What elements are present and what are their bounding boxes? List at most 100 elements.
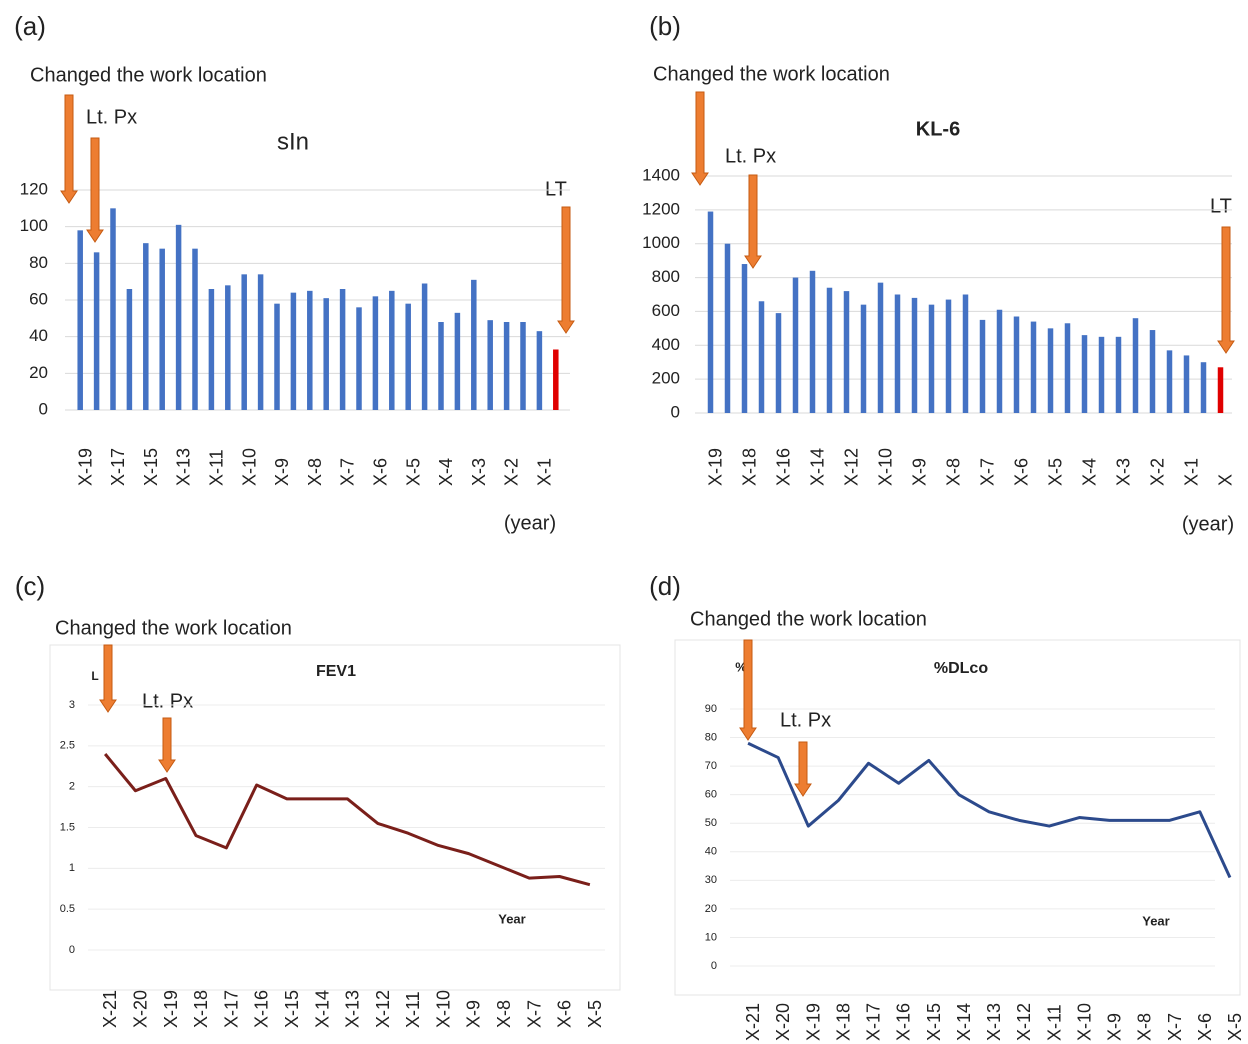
y-tick-label: 60 — [29, 289, 48, 308]
bar — [1081, 335, 1088, 413]
bar — [1217, 367, 1224, 413]
y-tick-label: 20 — [29, 363, 48, 382]
x-axis-label: (year) — [504, 512, 556, 534]
bar — [339, 289, 346, 410]
x-tick-label: X — [1216, 474, 1236, 486]
bar — [1030, 321, 1037, 413]
arrow — [739, 639, 757, 741]
x-tick-label: X-18 — [191, 990, 211, 1028]
x-tick-label: X-5 — [585, 1000, 605, 1028]
panel-label: (b) — [649, 11, 681, 41]
y-tick-label: 800 — [652, 267, 680, 286]
x-tick-label: X-13 — [343, 990, 363, 1028]
x-tick-label: X-14 — [312, 990, 332, 1028]
x-axis-label: (year) — [1182, 513, 1234, 535]
y-tick-label: 1.5 — [60, 821, 75, 833]
x-tick-label: X-9 — [272, 458, 292, 486]
x-tick-label: X-19 — [75, 448, 95, 486]
annotation: Lt. Px — [780, 709, 831, 731]
arrow — [744, 174, 762, 269]
bar — [979, 319, 986, 413]
panel-label: (a) — [14, 11, 46, 41]
bar — [257, 274, 264, 410]
x-tick-label: X-13 — [984, 1003, 1004, 1041]
x-tick-label: X-18 — [740, 448, 760, 486]
bar — [110, 208, 116, 410]
annotation: Changed the work location — [690, 608, 927, 630]
x-tick-label: X-6 — [370, 458, 390, 486]
y-tick-label: 50 — [705, 817, 717, 829]
bar — [877, 282, 884, 413]
x-tick-label: X-1 — [1182, 458, 1202, 486]
x-tick-label: X-11 — [206, 449, 226, 486]
x-tick-label: X-6 — [1012, 458, 1032, 486]
bar — [996, 309, 1003, 413]
annotation: LT — [1210, 195, 1232, 217]
x-tick-label: X-10 — [239, 448, 259, 486]
bar — [274, 303, 280, 410]
x-tick-label: X-5 — [1225, 1013, 1245, 1041]
x-tick-label: X-15 — [924, 1003, 944, 1041]
bar — [290, 292, 297, 410]
y-axis-label: L — [91, 669, 98, 683]
x-tick-label: X-3 — [469, 458, 489, 486]
y-tick-label: 1400 — [642, 165, 680, 184]
bar — [192, 248, 198, 410]
bar — [758, 301, 765, 413]
bar — [471, 279, 477, 410]
plot-frame — [49, 644, 621, 991]
x-tick-label: X-19 — [803, 1003, 823, 1041]
y-tick-label: 40 — [705, 846, 717, 858]
y-tick-label: 400 — [652, 335, 680, 354]
annotation: Changed the work location — [653, 63, 890, 85]
annotation: Changed the work location — [30, 64, 267, 86]
data-line — [747, 741, 1232, 879]
x-axis-label: Year — [1142, 913, 1169, 928]
annotation: LT — [545, 178, 567, 200]
x-tick-label: X-12 — [373, 990, 393, 1028]
arrow — [99, 644, 117, 713]
x-tick-label: X-8 — [944, 458, 964, 486]
x-tick-label: X-17 — [221, 990, 241, 1028]
x-tick-label: X-4 — [436, 458, 456, 486]
bar — [911, 297, 918, 413]
bar — [553, 349, 559, 410]
bar — [421, 283, 428, 410]
bar — [1183, 355, 1190, 413]
x-tick-label: X-4 — [1080, 458, 1100, 486]
bar — [307, 290, 313, 410]
bar — [1064, 323, 1071, 413]
chart-title: FEV1 — [316, 663, 356, 680]
bar — [945, 299, 952, 413]
panel-label: (d) — [649, 571, 681, 601]
bar — [405, 303, 411, 410]
bar — [372, 296, 379, 410]
x-tick-label: X-14 — [808, 448, 828, 486]
x-tick-label: X-7 — [978, 458, 998, 486]
bar — [962, 294, 969, 413]
bar — [1200, 362, 1207, 413]
bar — [860, 304, 867, 413]
x-tick-label: X-11 — [1044, 1004, 1064, 1041]
x-tick-label: X-19 — [161, 990, 181, 1028]
y-tick-label: 60 — [705, 789, 717, 801]
chart-title: sIn — [277, 128, 309, 155]
x-tick-label: X-19 — [706, 448, 726, 486]
x-tick-label: X-13 — [174, 448, 194, 486]
x-tick-label: X-16 — [774, 448, 794, 486]
bar — [928, 304, 935, 413]
x-tick-label: X-21 — [743, 1003, 763, 1041]
bar — [93, 252, 100, 410]
y-tick-label: 30 — [705, 874, 717, 886]
x-tick-label: X-15 — [282, 990, 302, 1028]
arrow — [557, 206, 575, 334]
x-tick-label: X-5 — [1046, 458, 1066, 486]
x-tick-label: X-11 — [403, 991, 423, 1028]
data-line — [103, 753, 591, 887]
y-tick-label: 0.5 — [60, 903, 75, 915]
x-tick-label: X-5 — [403, 458, 423, 486]
bar — [356, 307, 362, 410]
x-tick-label: X-12 — [842, 448, 862, 486]
y-tick-label: 0 — [671, 402, 680, 421]
